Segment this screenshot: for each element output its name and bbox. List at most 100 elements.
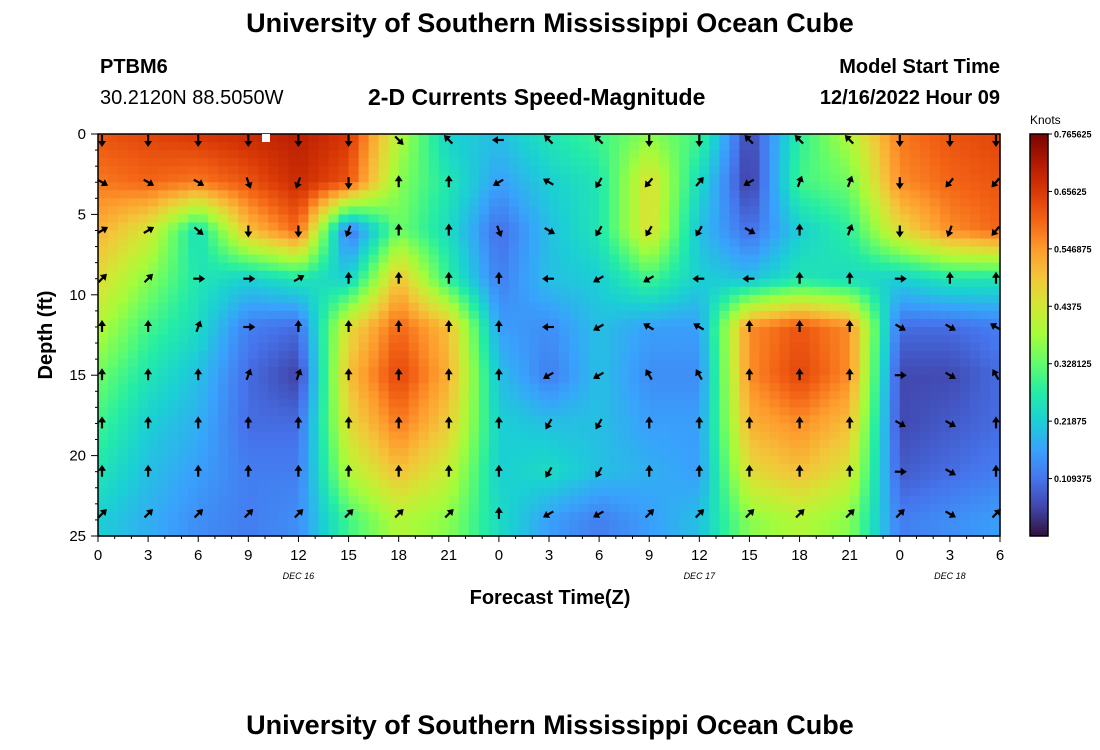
heatmap-cell <box>559 214 570 224</box>
heatmap-cell <box>328 335 340 344</box>
heatmap-cell <box>719 407 730 416</box>
heatmap-cell <box>478 335 490 344</box>
heatmap-cell <box>719 375 730 384</box>
heatmap-cell <box>398 278 410 288</box>
heatmap-cell <box>859 479 871 489</box>
heatmap-cell <box>769 326 781 336</box>
heatmap-cell <box>358 254 370 264</box>
heatmap-cell <box>228 335 239 344</box>
heatmap-cell <box>138 198 149 207</box>
heatmap-cell <box>528 158 540 167</box>
heatmap-cell <box>298 310 310 320</box>
heatmap-cell <box>408 262 420 272</box>
current-arrow <box>244 135 253 147</box>
heatmap-cell <box>108 318 119 328</box>
heatmap-cell <box>198 326 209 336</box>
heatmap-cell <box>438 278 450 288</box>
heatmap-cell <box>899 182 911 191</box>
current-arrow <box>243 323 256 331</box>
heatmap-cell <box>969 391 981 400</box>
heatmap-cell <box>378 254 390 264</box>
heatmap-cell <box>138 246 149 256</box>
heatmap-cell <box>629 238 640 248</box>
heatmap-cell <box>849 254 861 264</box>
heatmap-cell <box>759 375 771 384</box>
heatmap-cell <box>959 310 971 320</box>
heatmap-cell <box>348 222 360 232</box>
heatmap-cell <box>228 471 239 481</box>
heatmap-cell <box>208 527 219 537</box>
current-arrow-head <box>144 464 153 471</box>
heatmap-cell <box>328 383 340 392</box>
heatmap-cell <box>829 190 841 199</box>
heatmap-cell <box>839 262 851 272</box>
heatmap-cell <box>188 479 199 489</box>
heatmap-cell <box>629 286 640 296</box>
heatmap-cell <box>248 359 259 368</box>
heatmap-cell <box>699 206 710 215</box>
heatmap-cell <box>609 391 620 400</box>
heatmap-cell <box>328 286 340 296</box>
heatmap-cell <box>388 294 400 304</box>
heatmap-cell <box>418 206 430 215</box>
heatmap-cell <box>228 439 239 449</box>
current-arrow <box>444 508 454 519</box>
heatmap-cell <box>118 463 129 473</box>
heatmap-cell <box>689 343 700 352</box>
heatmap-cell <box>148 503 159 513</box>
heatmap-cell <box>659 190 670 199</box>
heatmap-cell <box>468 318 480 328</box>
current-arrow <box>695 176 704 187</box>
heatmap-cell <box>238 302 249 312</box>
heatmap-cell <box>158 399 169 408</box>
heatmap-cell <box>709 238 720 248</box>
heatmap-cell <box>528 278 540 288</box>
heatmap-cell <box>198 423 209 433</box>
heatmap-cell <box>518 503 530 513</box>
heatmap-cell <box>849 222 861 232</box>
heatmap-cell <box>979 302 991 312</box>
heatmap-cell <box>629 471 640 481</box>
heatmap-cell <box>859 383 871 392</box>
heatmap-cell <box>288 238 300 248</box>
heatmap-cell <box>528 238 540 248</box>
heatmap-cell <box>949 343 961 352</box>
heatmap-cell <box>418 495 430 505</box>
heatmap-cell <box>609 262 620 272</box>
heatmap-cell <box>609 278 620 288</box>
heatmap-cell <box>478 222 490 232</box>
heatmap-cell <box>729 150 741 159</box>
heatmap-cell <box>759 335 771 344</box>
heatmap-cell <box>308 359 320 368</box>
heatmap-cell <box>388 423 400 433</box>
heatmap-cell <box>448 359 460 368</box>
heatmap-cell <box>118 302 129 312</box>
heatmap-cell <box>388 343 400 352</box>
heatmap-cell <box>358 399 370 408</box>
heatmap-cell <box>939 142 951 151</box>
heatmap-cell <box>609 503 620 513</box>
heatmap-cell <box>128 351 139 360</box>
heatmap-cell <box>368 519 380 529</box>
heatmap-cell <box>218 527 229 537</box>
heatmap-cell <box>488 399 500 408</box>
heatmap-cell <box>438 375 450 384</box>
heatmap-cell <box>218 254 229 264</box>
heatmap-cell <box>689 487 700 497</box>
heatmap-cell <box>458 391 470 400</box>
heatmap-cell <box>749 174 761 183</box>
heatmap-cell <box>398 375 410 384</box>
heatmap-cell <box>408 142 420 151</box>
current-arrow <box>643 275 655 283</box>
heatmap-cell <box>929 222 941 232</box>
heatmap-cell <box>278 359 290 368</box>
heatmap-cell <box>338 359 350 368</box>
heatmap-cell <box>178 166 189 175</box>
heatmap-cell <box>969 351 981 360</box>
heatmap-cell <box>839 294 851 304</box>
heatmap-cell <box>819 142 831 151</box>
heatmap-cell <box>508 343 520 352</box>
heatmap-cell <box>569 391 580 400</box>
heatmap-cell <box>829 463 841 473</box>
heatmap-cell <box>148 198 159 207</box>
